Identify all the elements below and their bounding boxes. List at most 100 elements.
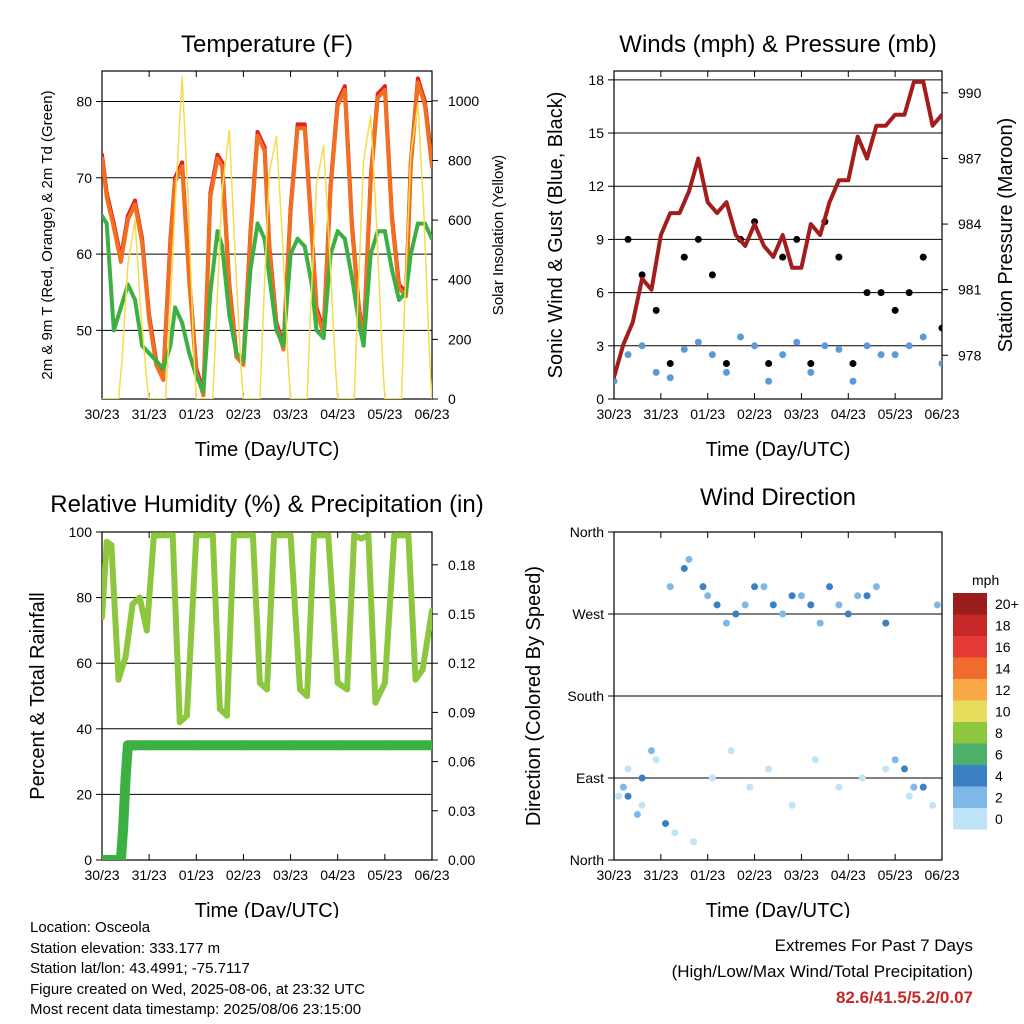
series-point (382, 88, 387, 93)
series-point (215, 156, 220, 161)
series-point (134, 219, 136, 221)
series-point (362, 159, 365, 162)
legend-swatch (953, 808, 987, 830)
x-tick-label: 01/23 (690, 406, 725, 422)
series-point (382, 229, 387, 234)
series-point (118, 822, 129, 833)
y-tick-label: 6 (596, 285, 604, 301)
x-tick-label: 31/23 (132, 867, 167, 883)
series-point (779, 610, 787, 618)
series-point (234, 351, 239, 356)
y-tick-label: 18 (588, 72, 604, 88)
series-point (268, 171, 271, 174)
series-point (209, 532, 216, 539)
series-point (690, 838, 698, 846)
extremes-title: Extremes For Past 7 Days (774, 936, 973, 955)
series-point (144, 740, 155, 751)
series-point (662, 820, 670, 828)
series-point (408, 252, 413, 257)
series-point (379, 740, 390, 751)
x-tick-label: 02/23 (737, 406, 772, 422)
series-point (797, 592, 805, 600)
series-point (304, 693, 311, 699)
y-tick-label: 0 (84, 852, 92, 868)
series-point (336, 398, 339, 399)
series-point (351, 532, 358, 539)
x-tick-label: 31/23 (643, 867, 678, 883)
series-point (129, 601, 136, 608)
series-point (221, 189, 223, 192)
series-point (652, 756, 660, 764)
series-point (302, 122, 307, 127)
series-point (694, 338, 702, 346)
series-point (381, 359, 384, 361)
y-right-tick-label: 200 (448, 331, 472, 347)
x-tick-label: 04/23 (320, 406, 355, 422)
series-point (349, 274, 354, 279)
series-point (849, 377, 857, 385)
plot-frame (101, 531, 433, 861)
series-point (264, 686, 270, 693)
extremes-values: 82.6/41.5/5.2/0.07 (835, 988, 973, 1007)
series-point (322, 144, 325, 147)
series-point (919, 333, 927, 341)
series-point (146, 380, 148, 382)
chart-title: Winds (mph) & Pressure (mb) (619, 31, 936, 58)
series-point (680, 253, 688, 261)
legend-label: 16 (995, 639, 1011, 655)
series-point (666, 583, 674, 591)
timestamp-text: Most recent data timestamp: 2025/08/06 2… (30, 1001, 362, 1018)
series-point (111, 225, 116, 230)
series-point (680, 345, 688, 353)
series-group (102, 532, 432, 860)
series-line (614, 79, 942, 380)
series-point (365, 532, 372, 539)
series-point (335, 103, 340, 108)
x-tick-label: 31/23 (132, 406, 167, 422)
created-text: Figure created on Wed, 2025-08-06, at 23… (30, 980, 365, 998)
series-point (228, 129, 231, 132)
series-point (779, 351, 787, 359)
series-point (274, 328, 279, 333)
series-point (624, 235, 632, 243)
series-point (615, 792, 623, 800)
series-point (212, 398, 214, 399)
series-point (788, 592, 796, 600)
series-point (102, 614, 105, 621)
series-point (278, 532, 285, 539)
series-point (334, 365, 337, 367)
series-point (139, 308, 142, 311)
series-point (241, 358, 246, 363)
location-text: Location: Osceola (30, 919, 151, 936)
x-axis-label: Time (Day/UTC) (195, 900, 340, 918)
series-point (746, 783, 754, 791)
series-point (358, 535, 365, 542)
series-point (115, 855, 126, 860)
series-point (779, 253, 787, 261)
series-point (652, 368, 660, 376)
series-point (108, 542, 115, 549)
series-point (176, 719, 183, 726)
series-point (826, 583, 834, 591)
series-point (215, 323, 217, 326)
series-point (685, 555, 693, 563)
series-point (287, 532, 294, 539)
series-point (891, 306, 899, 314)
series-point (638, 342, 646, 350)
series-point (238, 740, 249, 751)
y-tick-label: 100 (69, 524, 93, 540)
series-point (289, 398, 292, 399)
series-point (704, 592, 712, 600)
series-point (431, 398, 432, 399)
y-tick-label: 70 (76, 170, 92, 186)
series-point (384, 398, 386, 399)
extremes-subtitle: (High/Low/Max Wind/Total Precipitation) (671, 962, 973, 981)
series-point (208, 194, 213, 199)
series-point (835, 783, 843, 791)
series-point (619, 783, 627, 791)
series-point (882, 765, 890, 773)
series-point (816, 619, 824, 627)
legend-swatch (953, 593, 987, 615)
series-point (919, 253, 927, 261)
series-point (148, 398, 150, 399)
